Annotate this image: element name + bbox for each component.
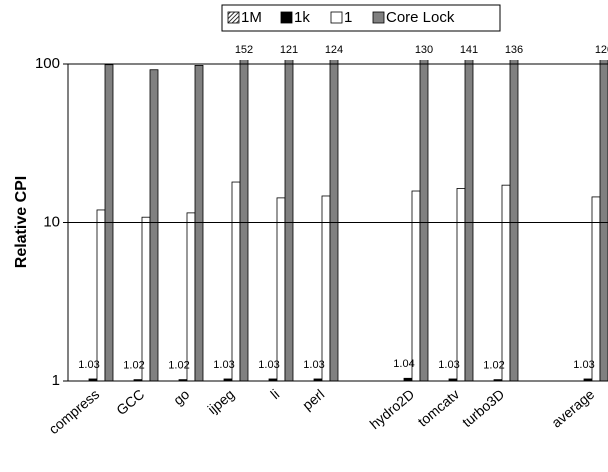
bar [149, 69, 159, 382]
x-tick-label: compress [46, 386, 103, 437]
bar [231, 181, 241, 382]
bar [501, 184, 511, 382]
value-label: 152 [235, 44, 253, 56]
x-tick-label: hydro2D [366, 386, 417, 432]
value-label: 1.02 [483, 360, 504, 372]
legend-label: 1M [241, 9, 262, 26]
bar [456, 188, 466, 382]
bar [599, 60, 608, 382]
legend-swatch [372, 11, 385, 24]
bar [411, 190, 421, 382]
x-tick-label: GCC [113, 386, 147, 418]
value-label: 124 [325, 44, 343, 56]
y-tick-label: 10 [43, 213, 60, 230]
x-tick-label: tomcatv [414, 386, 462, 430]
y-tick-label: 100 [35, 55, 60, 72]
value-label: 1.03 [573, 359, 594, 371]
x-tick-label: average [548, 386, 597, 431]
x-tick-label: li [267, 386, 282, 402]
value-label: 121 [280, 44, 298, 56]
value-label: 1.04 [393, 358, 414, 370]
legend-label: Core Lock [386, 9, 455, 26]
value-label: 130 [415, 44, 433, 56]
y-tick-label: 1 [52, 372, 60, 389]
value-label: 1.02 [123, 360, 144, 372]
bar [591, 196, 601, 382]
plot-area [88, 60, 608, 382]
legend-label: 1k [294, 9, 310, 26]
y-axis-label: Relative CPI [13, 176, 30, 268]
bar [186, 212, 196, 382]
bar [284, 60, 294, 382]
bar [194, 64, 204, 382]
bar [329, 60, 339, 382]
bar [96, 209, 106, 382]
value-label: 141 [460, 44, 478, 56]
legend-swatch [280, 11, 293, 24]
x-tick-label: go [170, 386, 192, 408]
bar [141, 216, 151, 382]
legend-swatch [227, 11, 240, 24]
x-tick-label: ijpeg [204, 386, 237, 417]
legend-swatch [330, 11, 343, 24]
value-label: 1.03 [78, 359, 99, 371]
legend-box [221, 4, 501, 32]
x-tick-label: turbo3D [459, 386, 507, 430]
value-label: 120 [595, 44, 608, 56]
bar [419, 60, 429, 382]
value-label: 1.03 [258, 359, 279, 371]
x-tick-label: perl [299, 386, 327, 413]
bar [464, 60, 474, 382]
bar [239, 60, 249, 382]
legend-label: 1 [344, 9, 352, 26]
bar [509, 60, 519, 382]
value-label: 1.03 [213, 359, 234, 371]
bar [321, 195, 331, 382]
value-label: 1.03 [438, 359, 459, 371]
value-label: 1.02 [168, 360, 189, 372]
value-label: 1.03 [303, 359, 324, 371]
bar [276, 197, 286, 382]
value-label: 136 [505, 44, 523, 56]
